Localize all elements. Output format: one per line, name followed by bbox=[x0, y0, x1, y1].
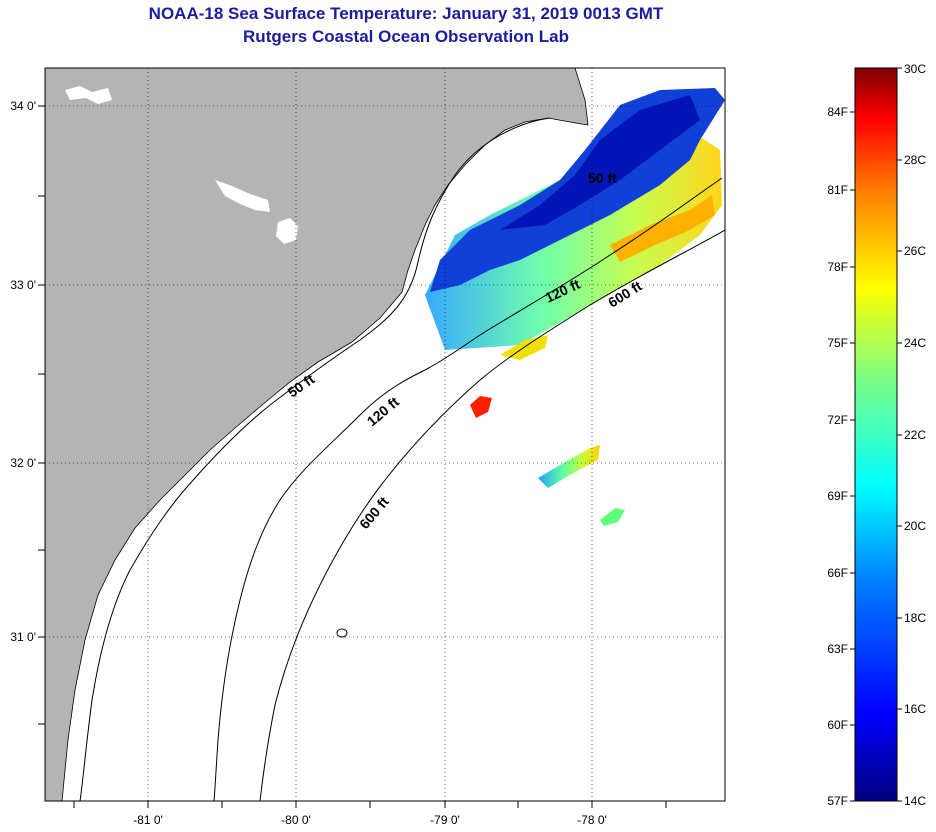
colorbar-fahrenheit-label: 78F bbox=[827, 260, 848, 274]
colorbar-celsius-label: 30C bbox=[904, 62, 926, 76]
graticule bbox=[45, 68, 725, 801]
map-frame bbox=[44, 67, 726, 802]
inland-water bbox=[215, 180, 270, 212]
lon-label: -80 0' bbox=[281, 813, 311, 827]
colorbar-celsius-label: 18C bbox=[904, 611, 926, 625]
colorbar-celsius-label: 28C bbox=[904, 153, 926, 167]
colorbar-celsius-label: 24C bbox=[904, 336, 926, 350]
contour-50ft bbox=[79, 117, 551, 801]
contour-label-50ft-north: 50 ft bbox=[588, 170, 617, 186]
map-title: NOAA-18 Sea Surface Temperature: January… bbox=[148, 4, 664, 23]
sst-cold-core bbox=[500, 95, 700, 230]
sst-plume-south bbox=[538, 445, 600, 488]
colorbar-fahrenheit-label: 72F bbox=[827, 413, 848, 427]
colorbar-fahrenheit-label: 60F bbox=[827, 718, 848, 732]
colorbar-celsius-label: 22C bbox=[904, 428, 926, 442]
lon-label: -78 0' bbox=[577, 813, 607, 827]
lat-label: 33 0' bbox=[10, 278, 36, 292]
map-plot-area bbox=[45, 68, 725, 801]
colorbar-celsius-label: 20C bbox=[904, 519, 926, 533]
colorbar-celsius-label: 26C bbox=[904, 244, 926, 258]
colorbar-celsius-label: 16C bbox=[904, 702, 926, 716]
sst-warm-gulfstream bbox=[610, 195, 715, 262]
colorbar-fahrenheit-label: 63F bbox=[827, 642, 848, 656]
colorbar-fahrenheit-label: 84F bbox=[827, 105, 848, 119]
colorbar: 30C 28C 26C 24C 22C 20C 18C 16C 14C 84F … bbox=[827, 62, 926, 808]
sst-plume-dot bbox=[600, 508, 625, 526]
contour-600ft bbox=[259, 229, 725, 801]
inland-water bbox=[276, 218, 298, 244]
colorbar-ticks bbox=[850, 67, 902, 802]
colorbar-fahrenheit-label: 81F bbox=[827, 183, 848, 197]
land bbox=[45, 68, 589, 801]
map-subtitle: Rutgers Coastal Ocean Observation Lab bbox=[243, 27, 569, 46]
axis-ticks bbox=[38, 105, 667, 808]
colorbar-fahrenheit-label: 75F bbox=[827, 336, 848, 350]
lon-label: -81 0' bbox=[133, 813, 163, 827]
contour-120ft bbox=[213, 177, 723, 801]
lat-label: 32 0' bbox=[10, 456, 36, 470]
lat-label: 31 0' bbox=[10, 630, 36, 644]
inland-water bbox=[65, 86, 112, 104]
colorbar-fahrenheit-label: 69F bbox=[827, 489, 848, 503]
colorbar-celsius-label: 14C bbox=[904, 794, 926, 808]
sst-hot-spot bbox=[470, 396, 492, 418]
colorbar-fahrenheit-label: 66F bbox=[827, 566, 848, 580]
lon-label: -79 0' bbox=[430, 813, 460, 827]
colorbar-scale bbox=[854, 67, 898, 802]
colorbar-fahrenheit-label: 57F bbox=[827, 794, 848, 808]
lat-label: 34 0' bbox=[10, 99, 36, 113]
